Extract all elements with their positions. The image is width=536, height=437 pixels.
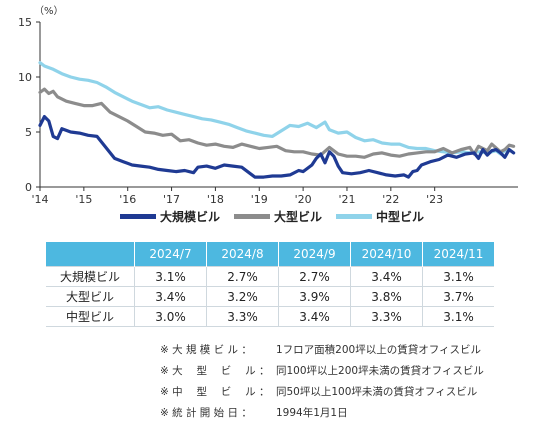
footnote-text: 同100坪以上200坪未満の賃貸オフィスビル [276, 365, 484, 377]
series-line-large [38, 87, 516, 159]
x-tick-label: '19 [251, 193, 268, 205]
footnote-item: ※ 中 型 ビ ル ： 同50坪以上100坪未満の賃貸オフィスビル [160, 382, 484, 403]
footnote-item: ※ 統 計 開 始 日 ： 1994年1月1日 [160, 403, 484, 424]
y-tick-label: 5 [25, 126, 32, 139]
table-row-label: 大規模ビル [46, 266, 135, 287]
x-tick-label: '20 [295, 193, 312, 205]
series-line-medium [38, 61, 516, 156]
x-tick-label: '21 [338, 193, 355, 205]
x-tick-label: '15 [75, 193, 92, 205]
table-row-label: 中型ビル [46, 306, 135, 327]
x-tick-label: '16 [119, 193, 136, 205]
table-row: 大型ビル 3.4% 3.2% 3.9% 3.8% 3.7% [46, 286, 494, 307]
table-cell: 3.2% [206, 286, 279, 307]
table-cell: 3.4% [134, 286, 207, 307]
x-tick-label: '17 [163, 193, 180, 205]
series-line-large-scale [38, 115, 516, 179]
x-tick-label: '18 [207, 193, 224, 205]
footnote-text: 1994年1月1日 [276, 407, 348, 419]
legend-item-large-scale: 大規模ビル [120, 208, 220, 225]
y-tick-label: 0 [25, 181, 32, 194]
vacancy-table: 2024/7 2024/8 2024/9 2024/10 2024/11 大規模… [46, 242, 494, 327]
legend-swatch-large-scale [120, 214, 156, 219]
footnote-text: 同50坪以上100坪未満の賃貸オフィスビル [276, 386, 478, 398]
legend-item-large: 大型ビル [234, 208, 322, 225]
legend-label-large-scale: 大規模ビル [160, 210, 221, 224]
table-header-cell: 2024/7 [134, 242, 207, 267]
table-cell: 3.7% [422, 286, 494, 307]
vacancy-rate-chart: （%） 0 5 10 15 '14 '15 '16 '17 '18 '19 '20 '21 '22 '23 [18, 5, 518, 205]
table-cell: 3.8% [350, 286, 423, 307]
legend-label-medium: 中型ビル [376, 210, 425, 224]
table-cell: 3.1% [422, 306, 494, 327]
chart-legend: 大規模ビル 大型ビル 中型ビル [120, 208, 424, 225]
x-tick-label: '22 [382, 193, 399, 205]
table-cell: 2.7% [278, 266, 351, 287]
footnotes: ※ 大 規 模 ビ ル ： 1フロア面積200坪以上の賃貸オフィスビル ※ 大 … [160, 340, 484, 424]
table-cell: 3.1% [134, 266, 207, 287]
table-cell: 3.3% [206, 306, 279, 327]
legend-swatch-large [234, 214, 271, 219]
chart-series [38, 61, 516, 179]
table-cell: 3.4% [278, 306, 351, 327]
footnote-item: ※ 大 型 ビ ル ： 同100坪以上200坪未満の賃貸オフィスビル [160, 361, 484, 382]
table-cell: 2.7% [206, 266, 279, 287]
footnote-item: ※ 大 規 模 ビ ル ： 1フロア面積200坪以上の賃貸オフィスビル [160, 340, 484, 361]
table-row-label: 大型ビル [46, 286, 135, 307]
table-header-blank [46, 242, 135, 267]
table-cell: 3.9% [278, 286, 351, 307]
x-tick-label: '14 [31, 193, 48, 205]
legend-label-large: 大型ビル [274, 210, 323, 224]
table-header-cell: 2024/9 [278, 242, 351, 267]
table-header-cell: 2024/10 [350, 242, 423, 267]
x-tick-label: '23 [426, 193, 443, 205]
legend-swatch-medium [336, 214, 373, 219]
legend-item-medium: 中型ビル [336, 208, 424, 225]
chart-axes: （%） 0 5 10 15 '14 '15 '16 '17 '18 '19 '20 '21 '22 '23 [18, 5, 518, 205]
table-row: 大規模ビル 3.1% 2.7% 2.7% 3.4% 3.1% [46, 266, 494, 287]
table-cell: 3.0% [134, 306, 207, 327]
footnote-key: ※ 統 計 開 始 日 ： [160, 407, 252, 419]
footnote-text: 1フロア面積200坪以上の賃貸オフィスビル [276, 344, 482, 356]
footnote-key: ※ 大 規 模 ビ ル ： [160, 344, 252, 356]
footnote-key: ※ 中 型 ビ ル ： [160, 386, 270, 398]
table-header-cell: 2024/11 [422, 242, 494, 267]
table-row: 中型ビル 3.0% 3.3% 3.4% 3.3% 3.1% [46, 306, 494, 327]
y-tick-label: 15 [18, 16, 32, 29]
table-header-cell: 2024/8 [206, 242, 279, 267]
table-header-row: 2024/7 2024/8 2024/9 2024/10 2024/11 [46, 242, 494, 267]
y-tick-label: 10 [18, 71, 32, 84]
footnote-key: ※ 大 型 ビ ル ： [160, 365, 270, 377]
y-unit-label: （%） [34, 5, 64, 17]
table-cell: 3.4% [350, 266, 423, 287]
table-cell: 3.1% [422, 266, 494, 287]
table-cell: 3.3% [350, 306, 423, 327]
